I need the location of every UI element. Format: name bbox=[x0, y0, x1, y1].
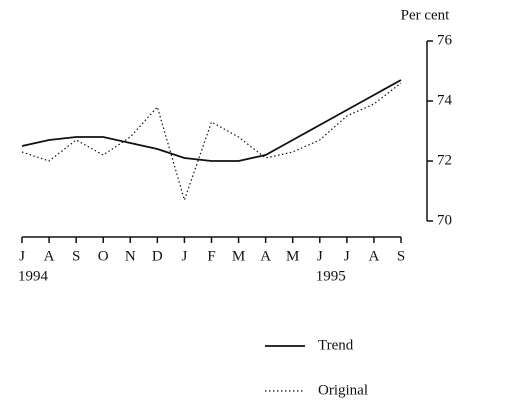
x-tick-label: A bbox=[44, 248, 55, 264]
x-tick-label: J bbox=[19, 248, 25, 264]
y-tick-label: 74 bbox=[437, 92, 453, 108]
year-label: 1995 bbox=[316, 268, 346, 284]
series-line bbox=[21, 82, 402, 202]
x-tick-label: N bbox=[125, 248, 136, 264]
series-line bbox=[21, 79, 402, 162]
x-tick-label: J bbox=[317, 248, 323, 264]
legend-label: Original bbox=[318, 382, 368, 398]
x-tick-label: M bbox=[286, 248, 299, 264]
x-tick-label: A bbox=[369, 248, 380, 264]
x-tick-label: D bbox=[152, 248, 163, 264]
x-tick-label: O bbox=[98, 248, 109, 264]
y-axis-label: Per cent bbox=[401, 7, 451, 23]
x-tick-label: A bbox=[260, 248, 271, 264]
x-tick-label: S bbox=[72, 248, 80, 264]
x-tick-label: J bbox=[182, 248, 188, 264]
x-tick-label: J bbox=[344, 248, 350, 264]
y-tick-label: 76 bbox=[437, 32, 453, 48]
y-tick-label: 70 bbox=[437, 212, 452, 228]
x-tick-label: M bbox=[232, 248, 245, 264]
legend-label: Trend bbox=[318, 337, 354, 353]
x-tick-label: F bbox=[207, 248, 215, 264]
x-tick-label: S bbox=[397, 248, 405, 264]
y-tick-label: 72 bbox=[437, 152, 452, 168]
year-label: 1994 bbox=[18, 268, 49, 284]
